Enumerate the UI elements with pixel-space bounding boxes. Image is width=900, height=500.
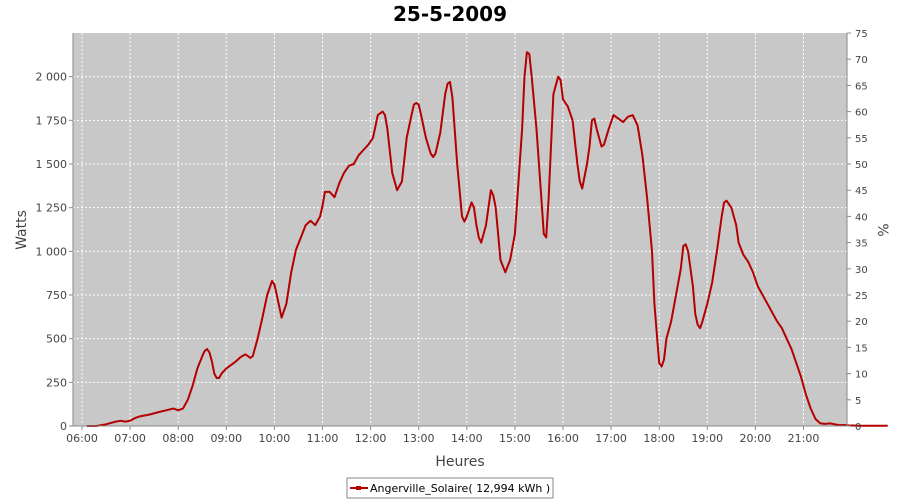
x-tick-label: 20:00 <box>740 432 772 445</box>
y-tick-label: 1 250 <box>36 202 68 215</box>
y2-tick-label: 75 <box>855 29 868 40</box>
y2-tick-label: 0 <box>855 422 861 433</box>
y2-tick-label: 55 <box>855 134 868 145</box>
legend-label: Angerville_Solaire( 12,994 kWh ) <box>370 482 550 495</box>
x-tick-label: 11:00 <box>307 432 339 445</box>
y-axis-title: Watts <box>14 210 30 250</box>
x-tick-label: 19:00 <box>691 432 723 445</box>
x-tick-label: 13:00 <box>403 432 435 445</box>
series-line <box>86 51 888 427</box>
y2-tick-label: 20 <box>855 317 868 328</box>
y2-tick-label: 50 <box>855 160 868 171</box>
y-tick-label: 750 <box>46 289 67 302</box>
x-tick-label: 12:00 <box>355 432 387 445</box>
x-tick-label: 10:00 <box>259 432 291 445</box>
y2-tick-label: 25 <box>855 291 868 302</box>
x-axis-title: Heures <box>435 454 484 470</box>
y-tick-label: 1 000 <box>36 245 68 258</box>
x-tick-label: 14:00 <box>451 432 483 445</box>
legend: Angerville_Solaire( 12,994 kWh ) <box>346 477 554 499</box>
y2-tick-label: 40 <box>855 212 868 223</box>
x-tick-label: 07:00 <box>114 432 146 445</box>
y-tick-label: 2 000 <box>36 71 68 84</box>
y-tick-label: 1 500 <box>36 158 68 171</box>
y-tick-label: 0 <box>60 420 67 433</box>
y-tick-label: 250 <box>46 376 67 389</box>
y2-tick-label: 30 <box>855 265 868 276</box>
y2-tick-label: 60 <box>855 108 868 119</box>
y-axis-ticks: 0 250 500 750 1 000 1 250 1 500 1 750 2 000 <box>36 71 73 433</box>
y2-tick-label: 65 <box>855 81 868 92</box>
y2-tick-label: 15 <box>855 343 868 354</box>
y2-axis-title: % <box>874 223 890 236</box>
y2-tick-label: 10 <box>855 370 868 381</box>
x-tick-label: 18:00 <box>643 432 675 445</box>
x-tick-label: 09:00 <box>210 432 242 445</box>
grid-lines <box>73 33 847 426</box>
x-tick-label: 16:00 <box>547 432 579 445</box>
y2-tick-label: 45 <box>855 186 868 197</box>
x-tick-label: 08:00 <box>162 432 194 445</box>
x-tick-label: 15:00 <box>499 432 531 445</box>
series-layer <box>86 51 888 427</box>
y2-axis-ticks: 0 5 10 15 20 25 30 35 40 45 50 55 60 65 70 75 <box>847 29 868 433</box>
x-tick-label: 21:00 <box>788 432 820 445</box>
y2-tick-label: 70 <box>855 55 868 66</box>
legend-marker <box>356 486 361 490</box>
plot-area <box>73 33 847 426</box>
y-tick-label: 1 750 <box>36 114 68 127</box>
chart-title: 25-5-2009 <box>393 2 507 26</box>
y-tick-label: 500 <box>46 333 67 346</box>
x-tick-label: 17:00 <box>595 432 627 445</box>
y2-tick-label: 5 <box>855 396 861 407</box>
x-tick-label: 06:00 <box>66 432 98 445</box>
legend-box <box>346 477 554 499</box>
y2-tick-label: 35 <box>855 239 868 250</box>
x-axis-ticks: 06:00 07:00 08:00 09:00 10:00 11:00 12:00 13:00… <box>66 426 819 445</box>
